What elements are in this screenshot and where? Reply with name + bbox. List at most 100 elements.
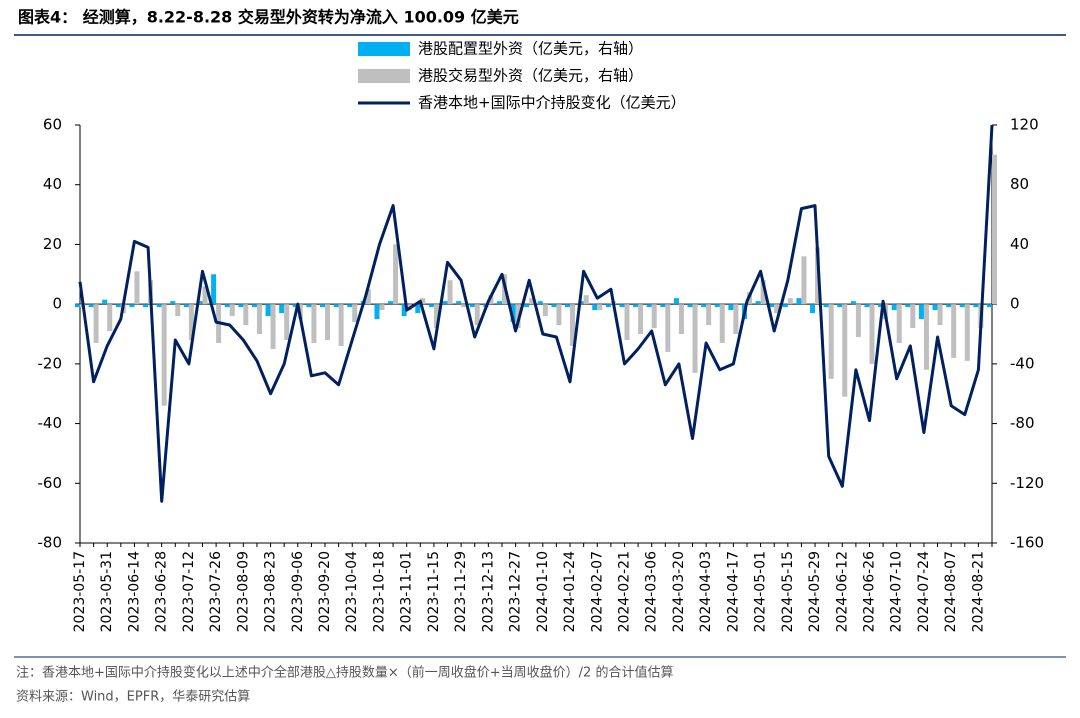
x-tick-label: 2023-09-20	[317, 551, 333, 632]
y2-tick-label: 40	[1010, 235, 1029, 253]
bar	[229, 304, 235, 317]
y2-tick-label: -120	[1010, 474, 1044, 492]
y-tick-label: 20	[43, 235, 62, 253]
bar	[597, 304, 603, 311]
bar	[542, 304, 548, 317]
x-tick-label: 2024-05-01	[753, 551, 769, 632]
bar	[311, 304, 317, 343]
bar	[183, 304, 189, 308]
x-tick-label: 2024-04-17	[725, 551, 741, 632]
bar	[292, 304, 298, 308]
bar	[605, 304, 611, 308]
bar	[279, 304, 285, 314]
bar	[633, 304, 639, 308]
bar	[850, 301, 856, 305]
bar	[469, 304, 475, 308]
bar	[910, 304, 916, 329]
x-tick-label: 2023-08-09	[235, 551, 251, 632]
bar	[796, 298, 802, 305]
legend-swatch	[358, 69, 410, 83]
x-tick-label: 2024-07-10	[889, 551, 905, 632]
bar	[243, 304, 249, 326]
bar	[755, 301, 761, 305]
x-tick-label: 2023-10-18	[371, 551, 387, 632]
bar	[692, 304, 698, 373]
bar	[987, 304, 992, 308]
x-tick-label: 2023-11-15	[426, 551, 442, 632]
bar	[869, 304, 875, 364]
bar	[810, 304, 816, 314]
y-tick-label: 40	[43, 175, 62, 193]
bar	[787, 298, 793, 305]
x-tick-label: 2023-10-04	[344, 551, 360, 632]
x-tick-label: 2024-07-24	[916, 551, 932, 632]
bar	[918, 304, 924, 320]
bar	[442, 301, 448, 305]
y-tick-label: 0	[52, 295, 62, 313]
x-tick-label: 2023-11-01	[399, 551, 415, 632]
bar	[102, 299, 108, 305]
bar	[678, 304, 684, 334]
bar	[714, 304, 720, 308]
bar	[134, 271, 140, 305]
bar	[760, 280, 766, 305]
bar	[107, 304, 113, 332]
bar	[646, 304, 652, 308]
bar	[256, 304, 262, 334]
bar	[115, 304, 121, 308]
bar	[333, 304, 339, 308]
bar	[774, 304, 780, 314]
bar	[320, 304, 326, 308]
bar	[556, 304, 562, 326]
bar	[88, 304, 94, 308]
x-tick-label: 2023-05-17	[72, 551, 88, 632]
x-tick-label: 2024-08-21	[970, 551, 986, 632]
y-tick-label: -40	[38, 414, 63, 432]
bar	[992, 154, 997, 305]
bar	[951, 304, 957, 358]
bar	[878, 304, 884, 308]
bar	[365, 289, 371, 305]
bar	[823, 304, 829, 308]
bar	[211, 274, 217, 305]
bar	[665, 304, 671, 352]
bar	[701, 304, 707, 308]
y-tick-label: 60	[43, 116, 62, 134]
bar	[75, 304, 80, 308]
bar	[284, 304, 290, 340]
legend-label: 港股配置型外资（亿美元，右轴）	[418, 40, 643, 58]
bar	[828, 304, 834, 379]
bar	[415, 304, 421, 314]
bar	[524, 304, 530, 308]
y2-tick-label: -40	[1010, 354, 1035, 372]
bar	[959, 304, 965, 308]
x-tick-label: 2024-08-07	[943, 551, 959, 632]
bar	[896, 304, 902, 343]
bar	[496, 301, 502, 305]
line	[78, 124, 994, 503]
bar	[161, 304, 167, 406]
x-tick-label: 2023-08-23	[263, 551, 279, 632]
bar	[782, 304, 788, 308]
bar	[388, 301, 394, 305]
bar	[769, 304, 775, 308]
bar	[660, 304, 666, 308]
bar	[964, 304, 970, 361]
x-tick-label: 2023-07-26	[208, 551, 224, 632]
bar	[801, 256, 807, 305]
bar	[551, 304, 557, 308]
x-tick-label: 2024-04-03	[698, 551, 714, 632]
bar	[270, 304, 276, 349]
bar	[401, 304, 407, 317]
x-tick-label: 2023-05-31	[99, 551, 115, 632]
x-tick-label: 2023-11-29	[453, 551, 469, 632]
bar	[156, 304, 162, 308]
bar	[265, 304, 271, 317]
bar	[592, 304, 598, 311]
bar	[537, 301, 543, 305]
y2-tick-label: 120	[1010, 116, 1039, 134]
x-tick-label: 2023-12-13	[480, 551, 496, 632]
x-tick-label: 2024-06-12	[834, 551, 850, 632]
bar	[306, 304, 312, 308]
y2-tick-label: -80	[1010, 414, 1035, 432]
